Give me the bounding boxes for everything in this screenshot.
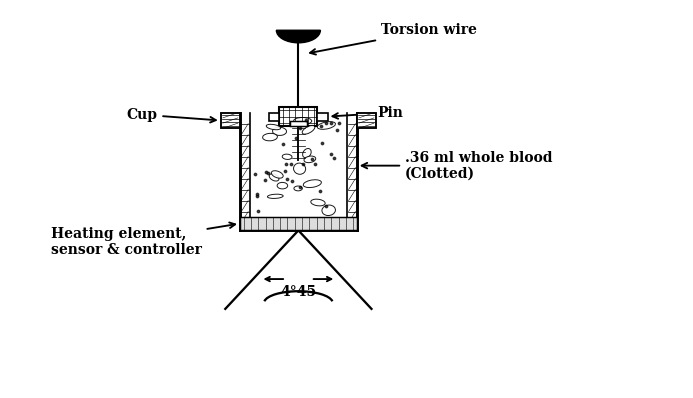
Point bbox=[252, 193, 263, 199]
Ellipse shape bbox=[267, 194, 283, 199]
Bar bbox=[279, 107, 317, 127]
Bar bbox=[290, 121, 306, 127]
Point bbox=[260, 177, 271, 183]
Point bbox=[262, 170, 273, 176]
Point bbox=[309, 161, 320, 168]
Ellipse shape bbox=[294, 186, 302, 191]
Point bbox=[320, 203, 331, 209]
Point bbox=[297, 161, 308, 168]
Text: .36 ml whole blood
(Clotted): .36 ml whole blood (Clotted) bbox=[362, 150, 552, 181]
Point bbox=[329, 155, 340, 161]
Text: 4°45: 4°45 bbox=[280, 285, 317, 298]
Point bbox=[331, 127, 342, 133]
Ellipse shape bbox=[272, 127, 286, 135]
Text: Torsion wire: Torsion wire bbox=[310, 23, 477, 55]
Ellipse shape bbox=[304, 156, 316, 163]
Ellipse shape bbox=[322, 205, 335, 216]
Ellipse shape bbox=[294, 163, 306, 174]
Point bbox=[315, 188, 326, 195]
Ellipse shape bbox=[269, 174, 279, 181]
Bar bbox=[220, 113, 240, 129]
Text: Cup: Cup bbox=[127, 107, 216, 123]
Ellipse shape bbox=[304, 180, 322, 187]
Ellipse shape bbox=[272, 171, 283, 178]
Point bbox=[326, 150, 337, 157]
Point bbox=[280, 160, 291, 167]
Ellipse shape bbox=[266, 124, 281, 130]
Ellipse shape bbox=[303, 148, 311, 158]
Point bbox=[326, 120, 337, 126]
Point bbox=[307, 156, 318, 162]
Text: Pin: Pin bbox=[333, 105, 403, 120]
Ellipse shape bbox=[302, 125, 315, 134]
Point bbox=[315, 123, 326, 129]
Point bbox=[252, 208, 263, 215]
Point bbox=[301, 117, 312, 124]
Ellipse shape bbox=[263, 133, 277, 141]
Point bbox=[286, 178, 297, 184]
Point bbox=[281, 176, 292, 182]
Wedge shape bbox=[277, 30, 320, 43]
Bar bbox=[269, 113, 279, 121]
Point bbox=[279, 168, 290, 174]
Ellipse shape bbox=[282, 154, 292, 160]
Point bbox=[295, 184, 306, 190]
Point bbox=[251, 191, 262, 197]
Ellipse shape bbox=[317, 122, 335, 129]
Ellipse shape bbox=[310, 199, 325, 206]
Point bbox=[295, 125, 306, 131]
Point bbox=[290, 135, 301, 141]
Point bbox=[321, 120, 332, 126]
Ellipse shape bbox=[294, 117, 312, 124]
Bar bbox=[240, 217, 357, 230]
Ellipse shape bbox=[277, 182, 288, 189]
Bar bbox=[357, 113, 376, 129]
Text: Heating element,
sensor & controller: Heating element, sensor & controller bbox=[51, 222, 235, 257]
Point bbox=[261, 169, 272, 176]
Point bbox=[286, 161, 297, 167]
Point bbox=[277, 141, 288, 148]
Point bbox=[249, 171, 261, 177]
Point bbox=[334, 120, 345, 127]
Bar bbox=[317, 113, 328, 121]
Point bbox=[316, 140, 327, 146]
